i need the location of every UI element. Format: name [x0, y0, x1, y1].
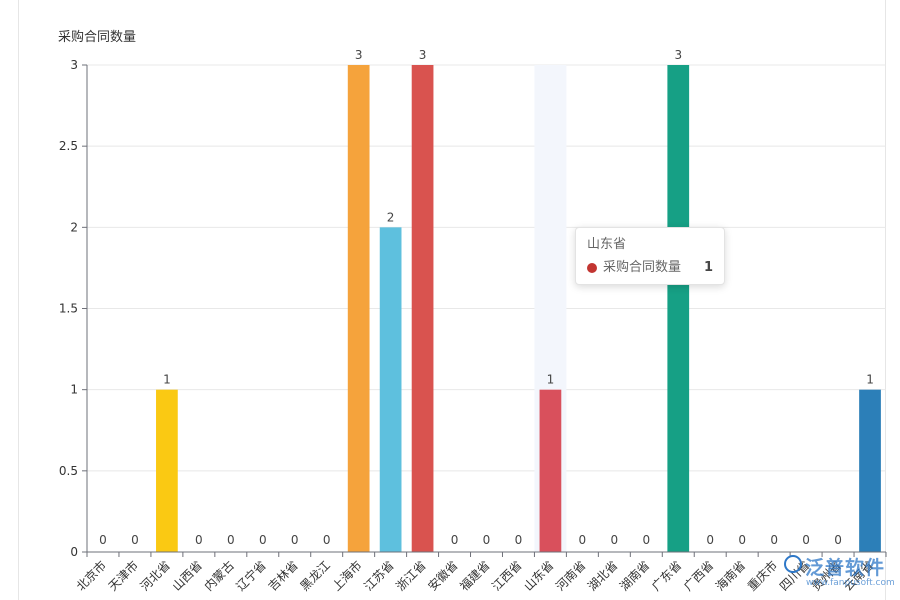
y-axis-title: 采购合同数量: [58, 29, 136, 45]
bar-value-label: 0: [738, 533, 746, 547]
bar-value-label: 0: [99, 533, 107, 547]
bar-value-label: 0: [195, 533, 203, 547]
x-tick-label: 江苏省: [361, 558, 396, 593]
x-tick-labels: 北京市天津市河北省山西省内蒙古辽宁省吉林省黑龙江上海市江苏省浙江省安徽省福建省江…: [73, 558, 876, 594]
brand-url: www.fanpusoft.com: [806, 578, 895, 588]
bar-value-label: 3: [355, 48, 363, 62]
y-tick-label: 0.5: [59, 464, 78, 478]
x-tick-label: 海南省: [712, 558, 748, 594]
x-tick-label: 湖北省: [584, 558, 620, 594]
grid-lines: [87, 64, 886, 472]
x-tick-label: 辽宁省: [233, 558, 269, 594]
bar[interactable]: [667, 65, 690, 552]
x-tick-label: 天津市: [105, 558, 141, 594]
bar-value-label: 2: [387, 210, 395, 224]
x-tick-label: 江西省: [489, 558, 524, 593]
bars: [156, 65, 881, 553]
y-tick-label: 3: [70, 58, 78, 72]
frame-right-border: [885, 0, 886, 600]
x-tick-label: 福建省: [457, 558, 493, 594]
frame-left-border: [18, 0, 19, 600]
bar-value-label: 0: [227, 533, 235, 547]
x-tick-label: 安徽省: [425, 558, 461, 594]
bar-value-label: 1: [866, 373, 874, 387]
brand-logo-icon: [784, 555, 802, 573]
bar-value-label: 0: [483, 533, 491, 547]
tooltip-row: 采购合同数量 1: [587, 260, 713, 276]
bar-value-label: 0: [323, 533, 331, 547]
x-tick-label: 广西省: [681, 558, 716, 593]
bar-value-label: 0: [834, 533, 842, 547]
bar-value-label: 3: [419, 48, 427, 62]
x-tick-label: 黑龙江: [297, 558, 332, 593]
bar-value-label: 0: [642, 533, 650, 547]
bar[interactable]: [379, 227, 402, 553]
bar-value-label: 0: [259, 533, 267, 547]
tooltip-value: 1: [703, 260, 713, 275]
y-tick-label: 2: [70, 220, 78, 234]
tooltip-title: 山东省: [587, 237, 627, 252]
y-tick-label: 2.5: [59, 139, 78, 153]
bar-value-label: 0: [451, 533, 459, 547]
x-tick-label: 湖南省: [616, 558, 652, 594]
chart-tooltip: 山东省 采购合同数量 1: [575, 227, 725, 285]
x-tick-label: 河北省: [138, 558, 173, 593]
x-tick-label: 重庆市: [744, 558, 780, 594]
bar[interactable]: [156, 389, 178, 552]
x-tick-label: 山东省: [521, 558, 556, 593]
bar-value-label: 0: [515, 533, 523, 547]
y-tick-label: 0: [70, 545, 78, 559]
brand-watermark: 泛普软件 www.fanpusoft.com: [784, 553, 895, 597]
x-tick-label: 内蒙古: [201, 558, 237, 594]
bar-value-label: 0: [579, 533, 587, 547]
x-tick-label: 北京市: [73, 558, 109, 594]
bar-value-label: 0: [802, 533, 810, 547]
x-tick-label: 山西省: [170, 558, 205, 593]
bar-value-label: 0: [131, 533, 139, 547]
brand-name: 泛普软件: [805, 557, 886, 579]
bar[interactable]: [347, 65, 370, 552]
bar-value-label: 1: [547, 373, 555, 387]
bar-value-label: 0: [291, 533, 299, 547]
y-tick-label: 1.5: [59, 302, 78, 316]
bar[interactable]: [411, 65, 434, 552]
bar-value-label: 0: [770, 533, 778, 547]
x-tick-label: 广东省: [649, 558, 684, 593]
bar-value-label: 0: [706, 533, 714, 547]
bar[interactable]: [859, 389, 881, 552]
bar[interactable]: [539, 389, 562, 552]
x-tick-label: 浙江省: [393, 558, 428, 593]
value-labels: 0 0 1 0 0 0 0 0 3 2 3 0 0 0 1 0 0 0 3 0 0 0 0 0 1: [99, 48, 874, 547]
bar-value-label: 1: [163, 373, 171, 387]
x-tick-label: 上海市: [329, 558, 365, 594]
tooltip-series-name: 采购合同数量: [603, 260, 682, 275]
y-tick-labels: 0 0.5 1 1.5 2 2.5 3: [59, 58, 78, 559]
bar-value-label: 0: [611, 533, 619, 547]
bar-value-label: 3: [674, 48, 682, 62]
tooltip-marker-icon: [587, 263, 597, 273]
y-tick-label: 1: [70, 383, 78, 397]
x-tick-label: 河南省: [552, 558, 588, 594]
x-tick-label: 吉林省: [265, 558, 300, 593]
axes: [82, 64, 887, 557]
